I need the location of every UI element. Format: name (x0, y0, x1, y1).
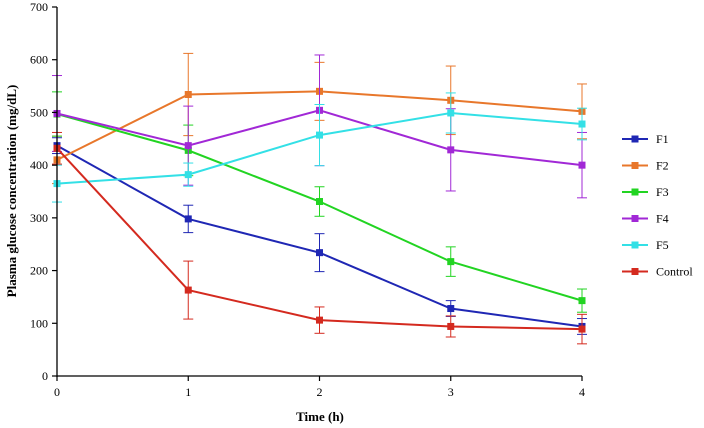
legend-label: F1 (656, 132, 669, 146)
y-axis-title: Plasma glucose concentration (mg/dL) (4, 85, 19, 298)
x-ticks: 0 1 2 3 4 (54, 376, 585, 399)
x-tick-label: 4 (579, 385, 585, 399)
data-point-f3 (316, 198, 323, 206)
data-point-f1 (316, 249, 323, 257)
x-tick-label: 0 (54, 385, 60, 399)
legend-item-control: Control (622, 265, 693, 279)
data-point-control (447, 322, 455, 330)
x-tick-label: 3 (448, 385, 454, 399)
x-tick-label: 2 (317, 385, 323, 399)
data-point-f5 (447, 109, 455, 117)
legend-swatch-marker (631, 241, 639, 249)
y-tick-label: 200 (30, 264, 48, 278)
data-point-control (184, 286, 192, 294)
y-ticks: 0 100 200 300 400 500 600 700 (30, 0, 57, 383)
data-point-f4 (184, 142, 192, 150)
y-tick-label: 400 (30, 158, 48, 172)
legend: F1 F2 F3 F4 F5 Control (622, 132, 693, 279)
series-layer (52, 52, 587, 345)
data-point-control (316, 316, 323, 324)
legend-item-f3: F3 (622, 185, 669, 199)
data-point-f3 (578, 297, 586, 305)
legend-swatch-marker (631, 135, 639, 143)
x-axis-title: Time (h) (296, 409, 344, 424)
data-point-f2 (184, 91, 192, 99)
legend-item-f5: F5 (622, 238, 669, 252)
legend-item-f4: F4 (622, 212, 669, 226)
data-point-f4 (447, 146, 455, 154)
y-tick-label: 0 (42, 369, 48, 383)
data-point-f3 (447, 258, 455, 266)
data-point-f5 (316, 131, 323, 139)
legend-label: F5 (656, 238, 669, 252)
legend-label: Control (656, 265, 693, 279)
legend-label: F2 (656, 159, 669, 173)
legend-item-f1: F1 (622, 132, 669, 146)
data-point-f4 (578, 161, 586, 169)
y-tick-label: 700 (30, 0, 48, 14)
data-point-f5 (184, 171, 192, 179)
data-point-f1 (447, 305, 455, 313)
legend-label: F4 (656, 212, 669, 226)
legend-swatch-marker (631, 188, 639, 196)
y-tick-label: 300 (30, 211, 48, 225)
legend-swatch-marker (631, 215, 639, 222)
y-tick-label: 100 (30, 316, 48, 330)
y-tick-label: 600 (30, 53, 48, 67)
series-f5 (52, 92, 587, 203)
legend-label: F3 (656, 185, 669, 199)
data-point-f1 (184, 215, 192, 223)
legend-swatch-marker (631, 268, 639, 275)
legend-swatch-marker (631, 162, 639, 169)
x-tick-label: 1 (185, 385, 191, 399)
data-point-f5 (578, 120, 586, 128)
legend-item-f2: F2 (622, 159, 669, 173)
y-tick-label: 500 (30, 105, 48, 119)
series-f1 (52, 137, 587, 335)
data-point-control (578, 325, 586, 333)
